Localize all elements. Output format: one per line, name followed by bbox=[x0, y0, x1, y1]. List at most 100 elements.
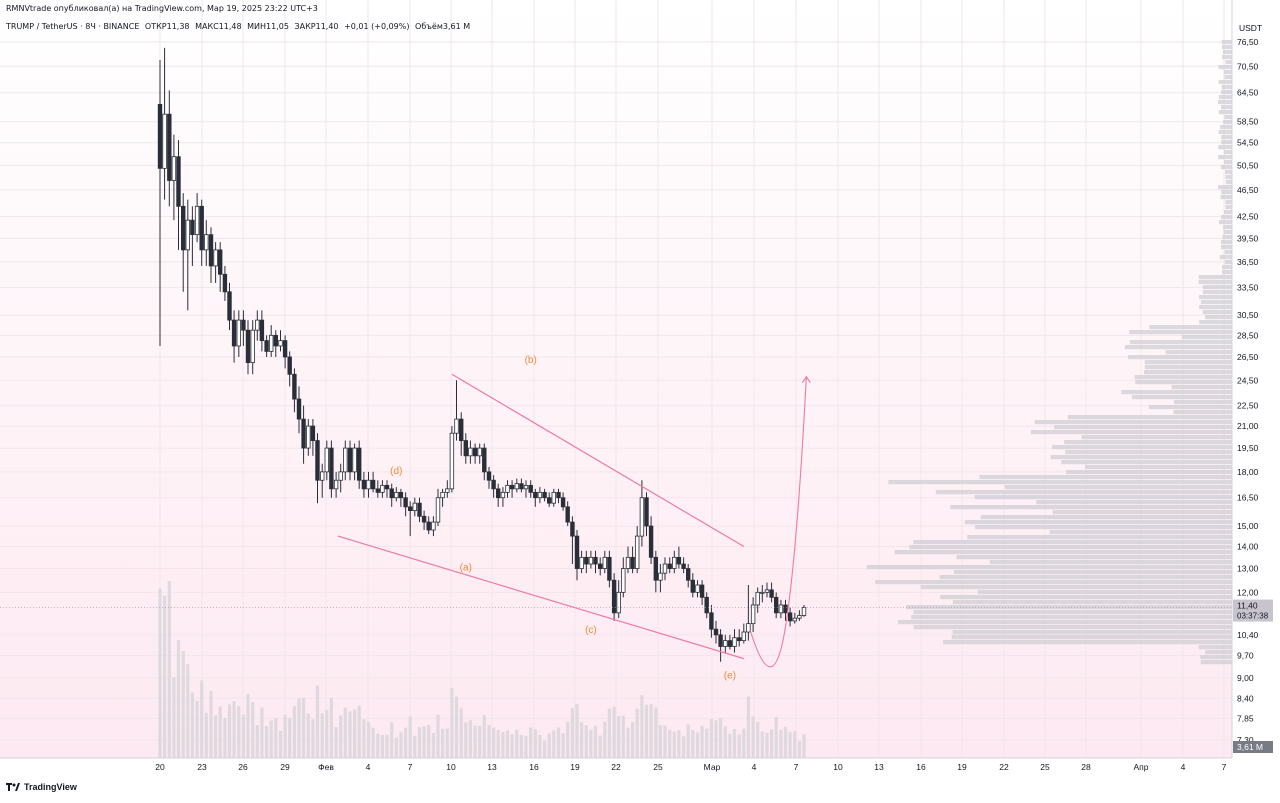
y-tick-label: 18,00 bbox=[1237, 467, 1259, 477]
y-tick-label: 46,50 bbox=[1237, 185, 1259, 195]
candle-body bbox=[496, 489, 500, 498]
candle-body bbox=[747, 624, 751, 632]
candle-body bbox=[311, 426, 315, 440]
candle-body bbox=[163, 114, 167, 168]
x-tick-label: 7 bbox=[408, 762, 413, 772]
volume-bar bbox=[321, 713, 324, 758]
candle-body bbox=[436, 498, 440, 522]
candle-body bbox=[232, 320, 236, 346]
volume-bar bbox=[191, 692, 194, 758]
profile-bar bbox=[921, 585, 1232, 589]
volume-bar bbox=[594, 726, 597, 758]
profile-bar bbox=[978, 590, 1232, 594]
profile-bar bbox=[1219, 80, 1232, 84]
volume-bar bbox=[585, 725, 588, 758]
candle-body bbox=[515, 484, 519, 489]
volume-bar bbox=[302, 698, 305, 758]
candle-body bbox=[774, 597, 778, 613]
candle-body bbox=[404, 498, 408, 507]
x-tick-label: 19 bbox=[570, 762, 580, 772]
candle-body bbox=[682, 564, 686, 569]
x-tick-label: 13 bbox=[874, 762, 884, 772]
volume-bar bbox=[566, 722, 569, 758]
candle-body bbox=[242, 320, 246, 330]
candle-body bbox=[779, 605, 783, 613]
volume-bar bbox=[404, 728, 407, 758]
volume-bar bbox=[696, 732, 699, 758]
candle-body bbox=[585, 557, 589, 564]
profile-bar bbox=[1218, 185, 1232, 189]
y-tick-label: 28,50 bbox=[1237, 330, 1259, 340]
profile-bar bbox=[1051, 455, 1232, 459]
profile-bar bbox=[1203, 310, 1232, 314]
profile-bar bbox=[1218, 155, 1232, 159]
volume-bar bbox=[293, 706, 296, 758]
candle-body bbox=[376, 489, 380, 493]
profile-bar bbox=[1224, 115, 1232, 119]
volume-bar bbox=[636, 708, 639, 758]
volume-bar bbox=[307, 714, 310, 758]
volume-bar bbox=[270, 721, 273, 758]
profile-bar bbox=[1218, 100, 1232, 104]
candle-body bbox=[598, 564, 602, 569]
candle-body bbox=[348, 448, 352, 472]
profile-bar bbox=[914, 625, 1232, 629]
wave-label: (c) bbox=[585, 625, 597, 636]
volume-bar bbox=[589, 730, 592, 758]
profile-bar bbox=[979, 475, 1232, 479]
volume-bar bbox=[246, 694, 249, 758]
profile-bar bbox=[1205, 315, 1232, 319]
volume-bar bbox=[724, 726, 727, 758]
volume-bar bbox=[311, 719, 314, 758]
y-tick-label: 42,50 bbox=[1237, 212, 1259, 222]
profile-bar bbox=[1220, 125, 1232, 129]
symbol-legend: TRUMP / TetherUS · 8Ч · BINANCE ОТКР11,3… bbox=[6, 22, 473, 31]
tradingview-footer[interactable]: TradingView bbox=[6, 782, 77, 792]
profile-bar bbox=[1225, 170, 1232, 174]
profile-bar bbox=[1053, 510, 1232, 514]
volume-bar bbox=[571, 708, 574, 758]
candle-body bbox=[626, 557, 630, 568]
candle-body bbox=[802, 608, 806, 616]
x-tick-label: 13 bbox=[487, 762, 497, 772]
candle-body bbox=[204, 235, 208, 250]
symbol-name[interactable]: TRUMP / TetherUS · 8Ч · BINANCE bbox=[6, 22, 139, 31]
last-volume-label: 3,61 M bbox=[1237, 742, 1263, 752]
volume-bar bbox=[742, 729, 745, 758]
profile-bar bbox=[1005, 485, 1232, 489]
candle-body bbox=[473, 448, 477, 456]
candle-body bbox=[770, 590, 774, 597]
volume-bar bbox=[677, 730, 680, 758]
y-tick-label: 70,50 bbox=[1237, 61, 1259, 71]
candle-body bbox=[367, 480, 371, 489]
volume-bar bbox=[538, 735, 541, 758]
profile-bar bbox=[1221, 195, 1232, 199]
volume-bar bbox=[626, 728, 629, 758]
volume-bar bbox=[385, 735, 388, 758]
profile-bar bbox=[1225, 250, 1232, 254]
candle-body bbox=[283, 341, 287, 357]
y-tick-label: 13,00 bbox=[1237, 564, 1259, 574]
candle-body bbox=[547, 498, 551, 503]
volume-bar bbox=[367, 722, 370, 758]
volume-bar bbox=[450, 688, 453, 758]
profile-bar bbox=[906, 605, 1232, 609]
profile-bar bbox=[1144, 370, 1232, 374]
candle-body bbox=[631, 557, 635, 568]
candle-body bbox=[181, 206, 185, 250]
candle-body bbox=[510, 485, 514, 488]
countdown-label: 03:37:38 bbox=[1237, 612, 1269, 621]
profile-bar bbox=[1226, 180, 1232, 184]
volume-value: Объём3,61 M bbox=[415, 22, 470, 31]
profile-bar bbox=[1129, 330, 1232, 334]
y-tick-label: 8,40 bbox=[1237, 693, 1254, 703]
candle-body bbox=[784, 605, 788, 613]
candle-body bbox=[608, 557, 612, 580]
volume-bar bbox=[802, 734, 805, 758]
y-tick-label: 58,50 bbox=[1237, 117, 1259, 127]
volume-bar bbox=[237, 706, 240, 758]
y-tick-label: 19,50 bbox=[1237, 443, 1259, 453]
y-tick-label: 64,50 bbox=[1237, 88, 1259, 98]
volume-bar bbox=[645, 705, 648, 758]
